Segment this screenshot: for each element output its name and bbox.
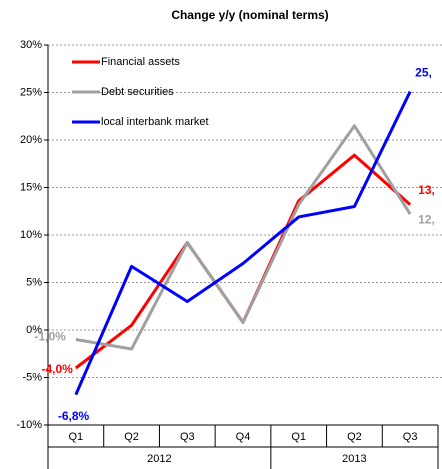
x-tick-label: Q4 bbox=[236, 431, 251, 443]
chart-title: Change y/y (nominal terms) bbox=[171, 8, 328, 22]
y-tick-label: 20% bbox=[20, 134, 42, 146]
y-tick-label: 15% bbox=[20, 181, 42, 193]
data-label: 13, bbox=[418, 183, 435, 197]
data-label: -6,8% bbox=[58, 409, 90, 423]
x-tick-label: Q3 bbox=[180, 431, 195, 443]
series-line bbox=[74, 90, 412, 396]
legend-label: Debt securities bbox=[101, 86, 174, 98]
x-tick-label: Q3 bbox=[403, 431, 418, 443]
y-tick-label: 0% bbox=[26, 324, 42, 336]
year-label: 2013 bbox=[342, 453, 366, 465]
y-tick-label: -5% bbox=[22, 371, 42, 383]
x-tick-label: Q2 bbox=[347, 431, 362, 443]
x-tick-label: Q1 bbox=[291, 431, 306, 443]
y-tick-label: -10% bbox=[16, 419, 42, 431]
year-label: 2012 bbox=[147, 453, 171, 465]
legend-label: Financial assets bbox=[101, 56, 180, 68]
series-line bbox=[75, 124, 412, 351]
x-tick-label: Q1 bbox=[69, 431, 84, 443]
data-label: 12, bbox=[418, 212, 435, 226]
y-tick-label: 5% bbox=[26, 276, 42, 288]
legend-label: local interbank market bbox=[101, 116, 209, 128]
y-tick-label: 10% bbox=[20, 229, 42, 241]
data-label: -4,0% bbox=[41, 362, 73, 376]
data-label: -1,0% bbox=[34, 330, 66, 344]
y-tick-label: 25% bbox=[20, 86, 42, 98]
y-tick-label: 30% bbox=[20, 39, 42, 51]
data-label: 25, bbox=[415, 66, 432, 80]
x-tick-label: Q2 bbox=[124, 431, 139, 443]
